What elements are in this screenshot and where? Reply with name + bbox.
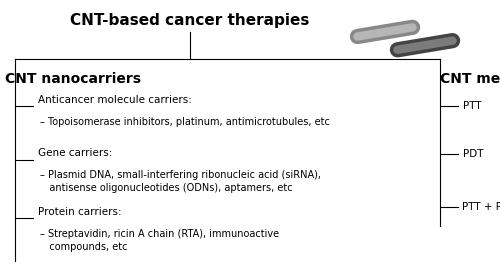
Text: – Streptavidin, ricin A chain (RTA), immunoactive
   compounds, etc: – Streptavidin, ricin A chain (RTA), imm… [40,229,279,252]
Text: Gene carriers:: Gene carriers: [38,148,112,158]
Text: – Plasmid DNA, small-interfering ribonucleic acid (siRNA),
   antisense oligonuc: – Plasmid DNA, small-interfering ribonuc… [40,170,321,193]
Text: PDT: PDT [462,149,483,159]
Text: PTT: PTT [462,101,481,111]
Text: CNT mediators: CNT mediators [440,72,500,86]
Text: – Topoisomerase inhibitors, platinum, antimicrotubules, etc: – Topoisomerase inhibitors, platinum, an… [40,117,330,127]
Text: Anticancer molecule carriers:: Anticancer molecule carriers: [38,95,192,105]
Text: PTT + PDT: PTT + PDT [462,202,500,213]
Text: Protein carriers:: Protein carriers: [38,207,121,217]
Text: CNT nanocarriers: CNT nanocarriers [5,72,141,86]
Text: CNT-based cancer therapies: CNT-based cancer therapies [70,13,310,28]
